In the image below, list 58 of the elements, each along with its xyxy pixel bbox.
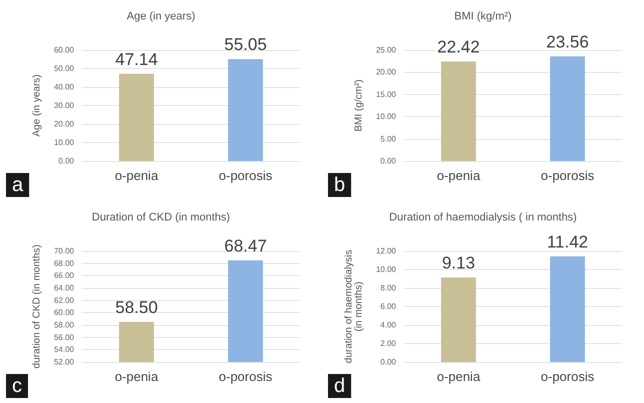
- y-tick-label: 58.00: [54, 320, 75, 330]
- y-tick-label: 62.00: [54, 296, 75, 305]
- data-label: 55.05: [224, 35, 267, 54]
- y-tick-label: 60.00: [54, 46, 75, 54]
- y-tick-label: 60.00: [54, 308, 75, 318]
- text: a: [12, 174, 24, 196]
- y-tick-label: 5.00: [380, 134, 397, 144]
- data-label: 23.56: [546, 32, 589, 52]
- y-tick-label: 10.00: [54, 138, 75, 147]
- data-label: 58.50: [115, 298, 158, 317]
- chart-title: BMI (kg/m²): [454, 10, 512, 22]
- y-tick-label: 6.00: [380, 302, 397, 311]
- y-tick-label: 20.00: [376, 68, 397, 77]
- y-tick-label: 0.00: [380, 156, 397, 166]
- y-axis-title: Age (in years): [32, 74, 42, 137]
- x-tick-label: o-porosis: [218, 369, 273, 384]
- y-tick-label: 56.00: [54, 332, 75, 342]
- y-tick-label: 50.00: [54, 64, 75, 73]
- chart-title: Duration of CKD (in months): [92, 212, 230, 224]
- text: c: [12, 375, 22, 397]
- y-tick-label: 25.00: [376, 46, 397, 54]
- text: d: [334, 375, 346, 397]
- chart-title: Age (in years): [126, 10, 196, 22]
- y-tick-label: 68.00: [54, 258, 75, 268]
- y-tick-label: 10.00: [376, 112, 397, 122]
- text: b: [334, 174, 346, 196]
- x-tick-label: o-penia: [436, 369, 481, 384]
- y-tick-label: 70.00: [54, 246, 75, 256]
- y-tick-label: 66.00: [54, 271, 75, 280]
- data-label: 47.14: [115, 50, 158, 69]
- y-tick-label: 10.00: [376, 265, 397, 274]
- x-tick-label: o-porosis: [540, 369, 595, 384]
- data-label: 11.42: [546, 232, 588, 252]
- x-tick-label: o-penia: [114, 168, 159, 183]
- y-tick-label: 0.00: [380, 358, 397, 366]
- y-tick-label: 30.00: [54, 101, 75, 110]
- y-tick-label: 12.00: [376, 246, 397, 256]
- y-tick-label: 8.00: [380, 284, 397, 292]
- data-label: 22.42: [437, 37, 480, 56]
- y-tick-label: 64.00: [54, 284, 75, 292]
- y-tick-label: 0.00: [58, 156, 75, 166]
- y-tick-label: 20.00: [54, 120, 75, 128]
- chart-title: Duration of haemodialysis ( in months): [389, 212, 577, 224]
- y-tick-label: 52.00: [54, 358, 75, 366]
- x-tick-label: o-porosis: [540, 168, 595, 183]
- y-axis-title: BMI (g/cm²): [354, 79, 364, 132]
- y-tick-label: 15.00: [376, 90, 397, 99]
- data-label: 68.47: [224, 236, 267, 256]
- y-axis-title: duration of CKD (in months): [32, 244, 42, 368]
- x-tick-label: o-porosis: [218, 168, 273, 183]
- y-axis-title: duration of haemodialysis (in months): [344, 250, 364, 364]
- x-tick-label: o-penia: [436, 168, 481, 183]
- y-tick-label: 40.00: [54, 82, 75, 92]
- y-tick-label: 4.00: [380, 320, 397, 330]
- y-tick-label: 2.00: [380, 339, 397, 348]
- y-tick-label: 54.00: [54, 345, 75, 354]
- data-label: 9.13: [442, 254, 476, 273]
- x-tick-label: o-penia: [114, 369, 159, 384]
